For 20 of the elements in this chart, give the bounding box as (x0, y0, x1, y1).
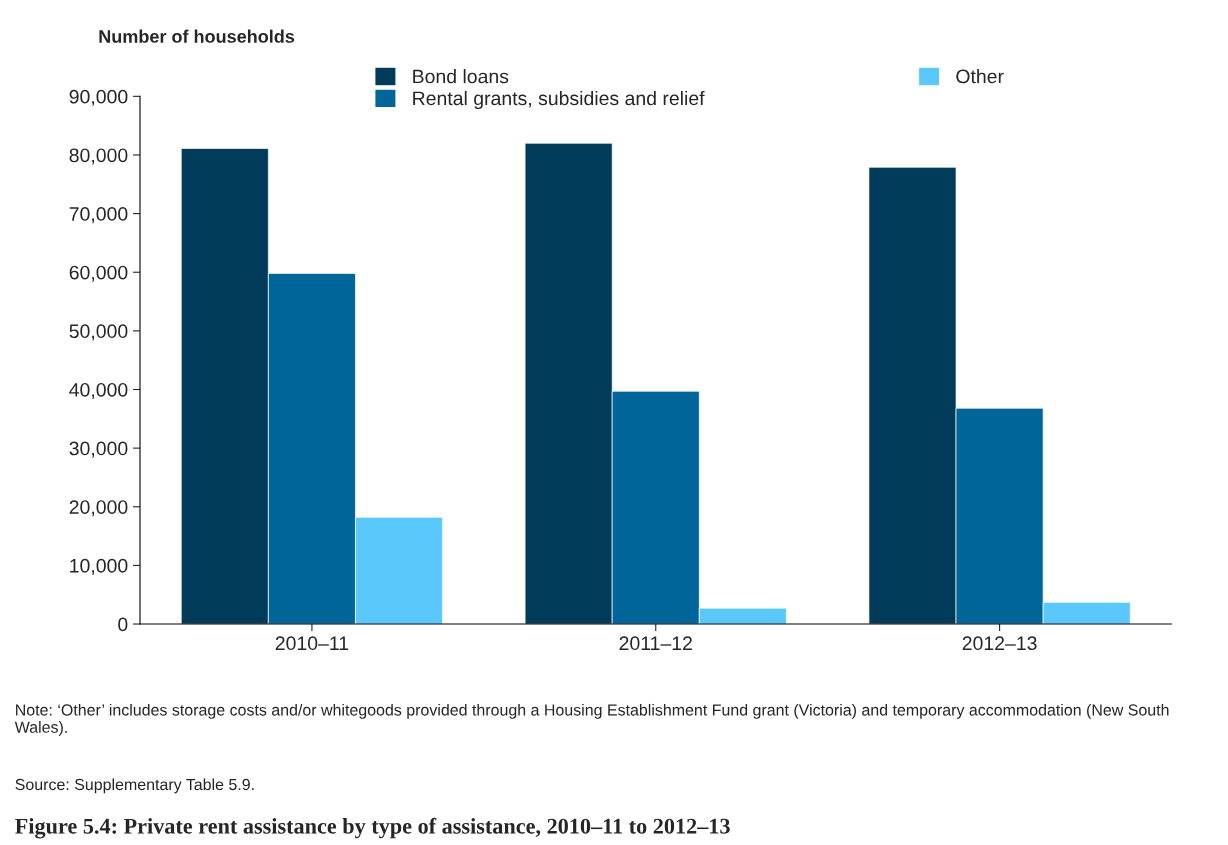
y-tick-label: 10,000 (70, 558, 128, 575)
legend-label: Bond loans (413, 69, 509, 84)
y-tick-label: 20,000 (69, 500, 128, 517)
y-tick-label: 80,000 (69, 148, 128, 165)
x-tick-label: 2011–12 (619, 636, 692, 651)
y-tick-label: 60,000 (69, 265, 128, 282)
y-tick-label: 0 (118, 617, 128, 632)
legend-label: Other (956, 69, 1004, 84)
source-note: Source: Supplementary Table 5.9. (15, 778, 254, 794)
y-tick-label: 30,000 (69, 441, 128, 458)
x-tick-label: 2010–11 (275, 636, 349, 651)
x-tick-label: 2012–13 (962, 636, 1037, 651)
legend-label: Rental grants, subsidies and relief (413, 90, 705, 110)
y-tick-label: 40,000 (69, 382, 128, 400)
y-tick-label: 70,000 (69, 207, 128, 224)
text: Figure 5.4: Private rent assistance by type of assistance, 2010–11 to 2012–13 (15, 817, 730, 839)
y-axis-title: Number of households (99, 29, 295, 43)
text: Note: ‘Other’ includes storage costs and/or whitegoods provided through a Housing Establishment Fund grant (Victoria) and temporary accommodation (New South Wales). (14, 703, 1169, 736)
y-tick-label: 90,000 (69, 89, 128, 106)
y-tick-label: 50,000 (69, 324, 128, 341)
